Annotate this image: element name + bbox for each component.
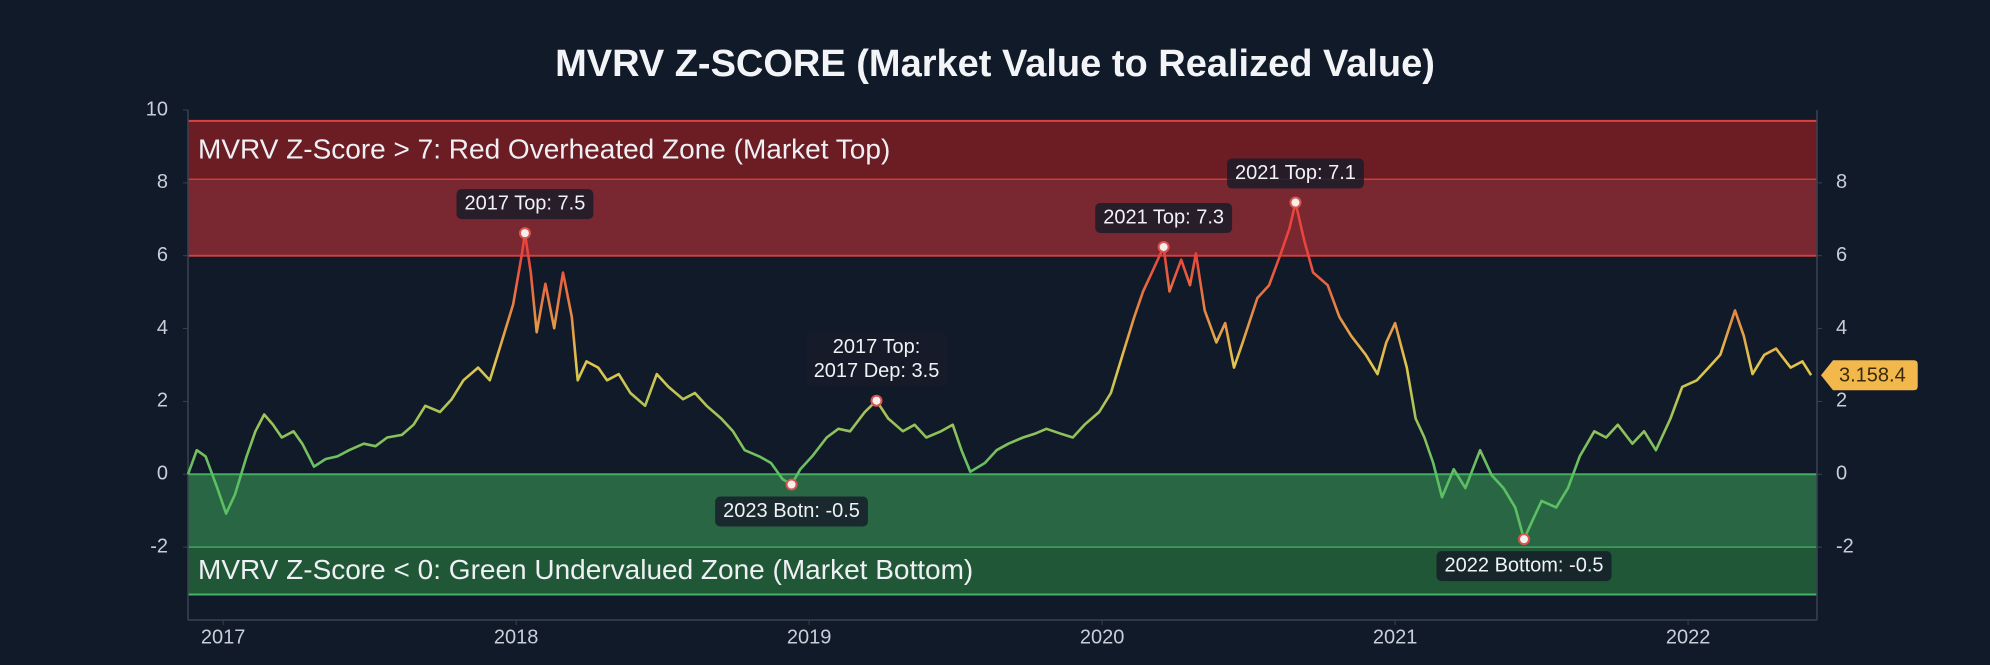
y-tick-label: 0 bbox=[157, 463, 168, 485]
y2-tick-label: 0 bbox=[1836, 463, 1847, 485]
y2-tick-label: 6 bbox=[1836, 244, 1847, 266]
y2-tick-label: 8 bbox=[1836, 171, 1847, 193]
annotation-text: 2023 Botn: -0.5 bbox=[723, 500, 860, 522]
annotation-point bbox=[1157, 240, 1170, 253]
y-tick-label: 8 bbox=[157, 171, 168, 193]
annotation: 2022 Bottom: -0.5 bbox=[1436, 533, 1612, 582]
y-tick-label: 6 bbox=[157, 244, 168, 266]
annotation: 2017 Top: 7.5 bbox=[456, 189, 594, 240]
y2-tick-label: 2 bbox=[1836, 390, 1847, 412]
annotation-text: 2021 Top: 7.1 bbox=[1235, 162, 1356, 184]
annotation-box bbox=[1227, 158, 1364, 189]
end-value-label: 3.158.4 bbox=[1839, 364, 1906, 386]
annotation: 2021 Top: 7.3 bbox=[1095, 202, 1233, 253]
annotation-point bbox=[785, 478, 798, 491]
annotation-box bbox=[715, 496, 868, 527]
annotation: 2017 Top:2017 Dep: 3.5 bbox=[805, 332, 948, 407]
annotation-point bbox=[518, 227, 531, 240]
annotation-point bbox=[870, 394, 883, 407]
zone-label: MVRV Z-Score < 0: Green Undervalued Zone… bbox=[198, 554, 973, 585]
annotation-box bbox=[1436, 551, 1612, 582]
y-tick-label: 4 bbox=[157, 317, 168, 339]
annotation-text: 2017 Dep: 3.5 bbox=[814, 360, 940, 382]
annotation: 2023 Botn: -0.5 bbox=[715, 478, 868, 527]
y2-tick-label: 4 bbox=[1836, 317, 1847, 339]
y-tick-label: 2 bbox=[157, 390, 168, 412]
annotations: 3.158.4 2017 Top: 7.5 2021 Top: 7.3 2021 To… bbox=[456, 158, 1918, 582]
x-tick-label: 2020 bbox=[1080, 626, 1125, 648]
x-tick-label: 2022 bbox=[1666, 626, 1711, 648]
zone-label: MVRV Z-Score > 7: Red Overheated Zone (M… bbox=[198, 133, 890, 164]
annotation-box bbox=[805, 332, 948, 387]
x-tick-label: 2017 bbox=[201, 626, 246, 648]
annotation-text: 2017 Top: bbox=[833, 336, 921, 358]
axes: -2 0 2 4 6 8 10 -2 0 2 4 6 8 2017 2018 2019 2020 2021 2022 bbox=[146, 98, 1854, 648]
y-tick-label: -2 bbox=[150, 535, 168, 557]
annotation-point bbox=[1289, 196, 1302, 209]
annotation-box bbox=[1095, 202, 1233, 233]
z-score-line bbox=[186, 201, 1813, 541]
zones: MVRV Z-Score > 7: Red Overheated Zone (M… bbox=[188, 119, 1817, 596]
zone-label-band bbox=[188, 120, 1817, 180]
plot bbox=[186, 201, 1813, 541]
y-tick-label: 10 bbox=[146, 98, 168, 120]
x-tick-label: 2021 bbox=[1373, 626, 1418, 648]
annotation-text: 2022 Bottom: -0.5 bbox=[1445, 554, 1604, 576]
annotation-point bbox=[1518, 533, 1531, 546]
end-badge: 3.158.4 bbox=[1821, 360, 1918, 391]
annotation-text: 2021 Top: 7.3 bbox=[1103, 206, 1224, 228]
end-badge-box bbox=[1821, 360, 1918, 391]
annotation-text: 2017 Top: 7.5 bbox=[465, 192, 586, 214]
annotation: 2021 Top: 7.1 bbox=[1227, 158, 1364, 209]
chart-title: MVRV Z-SCORE (Market Value to Realized V… bbox=[555, 43, 1435, 85]
annotation-box bbox=[456, 189, 594, 220]
x-tick-label: 2019 bbox=[787, 626, 832, 648]
x-tick-label: 2018 bbox=[494, 626, 539, 648]
y2-tick-label: -2 bbox=[1836, 535, 1854, 557]
